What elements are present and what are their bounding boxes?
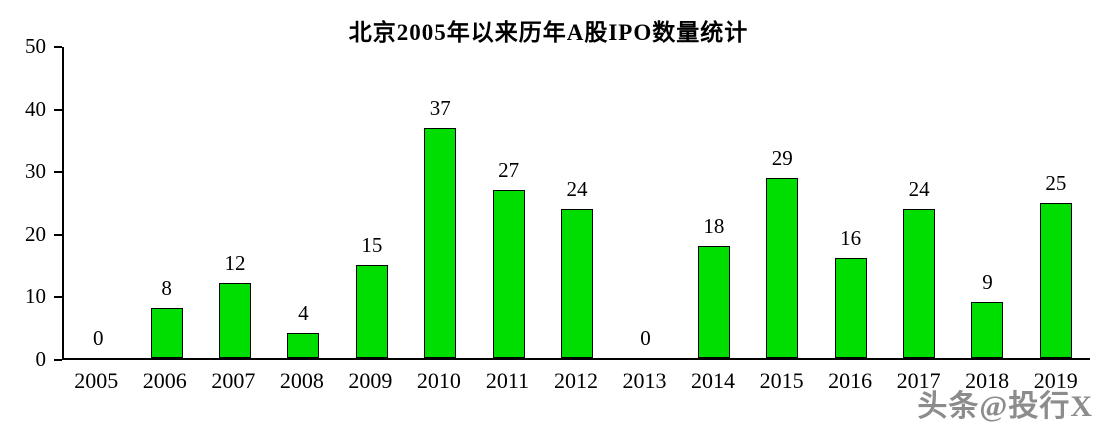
bar-value-label: 16 xyxy=(840,226,862,251)
bar-slot: 4 xyxy=(269,47,337,358)
bars-row: 0 8 12 4 15 37 27 24 0 18 29 16 24 9 25 xyxy=(64,47,1090,358)
bar-slot: 9 xyxy=(953,47,1021,358)
bar-slot: 8 xyxy=(132,47,200,358)
bar-slot: 27 xyxy=(474,47,542,358)
y-axis: 0 10 20 30 40 50 xyxy=(0,36,62,370)
bar-2009 xyxy=(355,264,388,358)
x-tick-label: 2016 xyxy=(828,368,873,393)
bar-slot: 16 xyxy=(816,47,884,358)
bar-2011 xyxy=(492,190,525,358)
chart-title: 北京2005年以来历年A股IPO数量统计 xyxy=(348,20,749,45)
bar-value-label: 18 xyxy=(703,214,725,239)
y-tick-mark xyxy=(54,359,62,361)
x-tick-label: 2013 xyxy=(622,368,667,393)
y-tick-mark xyxy=(54,171,62,174)
bar-value-label: 29 xyxy=(771,145,793,170)
bar-value-label: 0 xyxy=(92,326,104,350)
y-tick-label: 10 xyxy=(25,284,46,309)
bar-value-label: 27 xyxy=(498,158,520,183)
y-tick-mark xyxy=(54,46,62,48)
bar-2018 xyxy=(971,302,1004,358)
y-tick-label: 0 xyxy=(35,347,47,371)
x-tick-label: 2014 xyxy=(691,368,736,393)
bar-slot: 24 xyxy=(543,47,611,358)
bar-slot: 15 xyxy=(338,47,406,358)
bar-value-label: 9 xyxy=(982,270,993,295)
bar-slot: 29 xyxy=(748,47,816,358)
bar-2007 xyxy=(219,283,252,358)
bar-2016 xyxy=(834,258,867,358)
bar-value-label: 4 xyxy=(298,301,309,326)
bar-value-label: 24 xyxy=(908,176,930,201)
bar-2019 xyxy=(1039,202,1072,358)
bar-value-label: 25 xyxy=(1045,170,1067,195)
x-labels-row: 2005 2006 2007 2008 2009 2010 2011 2012 2013 2014… xyxy=(62,368,1090,394)
x-tick-label: 2017 xyxy=(896,368,941,393)
bar-2006 xyxy=(150,308,183,358)
y-tick-mark xyxy=(54,108,62,111)
bar-slot: 0 xyxy=(64,47,132,358)
x-tick-label: 2010 xyxy=(416,368,461,393)
y-tick-label: 30 xyxy=(25,159,46,184)
bar-value-label: 37 xyxy=(429,95,451,120)
x-tick-label: 2005 xyxy=(74,368,119,393)
x-tick-label: 2015 xyxy=(759,368,804,393)
y-tick-mark xyxy=(54,233,62,236)
x-tick-label: 2006 xyxy=(142,368,187,393)
bar-value-label: 15 xyxy=(361,232,383,257)
plot-area: 0 8 12 4 15 37 27 24 0 18 29 16 24 9 25 xyxy=(62,47,1090,360)
bar-slot: 37 xyxy=(406,47,474,358)
bar-2017 xyxy=(903,208,936,358)
x-tick-label: 2019 xyxy=(1033,368,1078,393)
bar-slot: 24 xyxy=(885,47,953,358)
bar-value-label: 12 xyxy=(224,251,246,276)
x-tick-label: 2009 xyxy=(348,368,393,393)
watermark: 头条@投行X xyxy=(917,390,1093,423)
x-tick-label: 2011 xyxy=(485,368,530,393)
bar-slot: 0 xyxy=(611,47,679,358)
bar-2008 xyxy=(287,333,320,358)
bar-value-label: 24 xyxy=(566,176,588,201)
bar-value-label: 0 xyxy=(640,326,651,350)
y-tick-mark xyxy=(54,296,62,299)
y-tick-label: 50 xyxy=(25,34,46,58)
y-tick-label: 20 xyxy=(25,221,46,246)
bar-2012 xyxy=(561,208,594,358)
bar-slot: 18 xyxy=(680,47,748,358)
x-tick-label: 2007 xyxy=(211,368,256,393)
y-tick-label: 40 xyxy=(25,96,46,121)
bar-slot: 12 xyxy=(201,47,269,358)
x-tick-label: 2018 xyxy=(965,368,1010,393)
bar-2014 xyxy=(697,246,730,358)
x-tick-label: 2008 xyxy=(279,368,324,393)
bar-value-label: 8 xyxy=(161,276,172,301)
bar-slot: 25 xyxy=(1022,47,1090,358)
bar-2010 xyxy=(424,127,457,358)
bar-2015 xyxy=(766,177,799,358)
x-tick-label: 2012 xyxy=(553,368,598,393)
